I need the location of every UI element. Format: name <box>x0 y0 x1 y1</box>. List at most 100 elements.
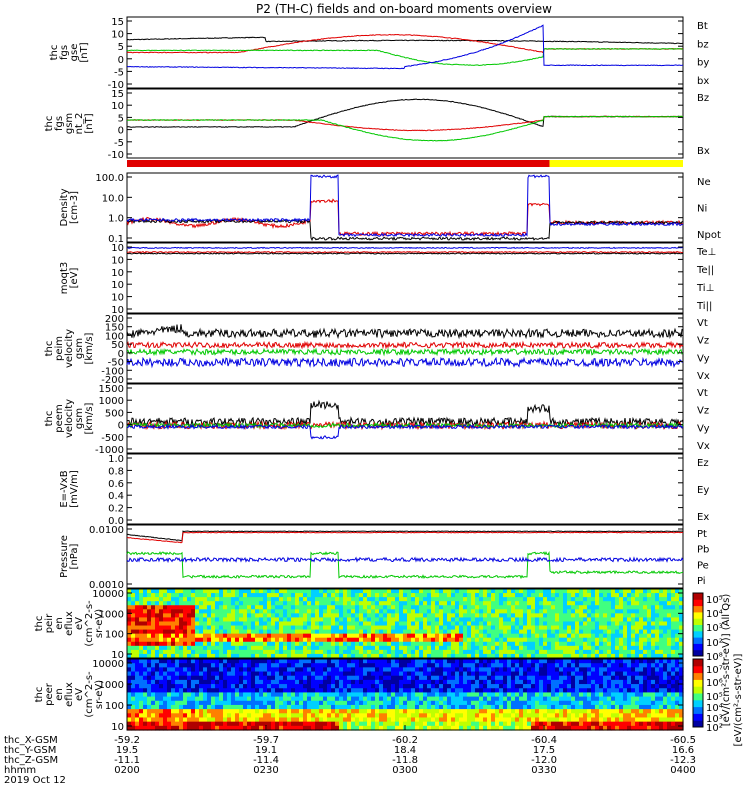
y-tick-label: 0.0 <box>108 516 124 527</box>
mode-bar-red <box>127 160 550 167</box>
y-tick-label: 15 <box>111 89 124 100</box>
legend-entry: Bz <box>697 93 709 104</box>
series-Pi <box>126 556 684 564</box>
y-tick-label: 5 <box>118 42 124 53</box>
legend-entry: Vt <box>697 388 708 399</box>
x-tick-label: 18.4 <box>394 745 416 756</box>
legend-entry: Ni <box>697 204 707 215</box>
colorbar-cell <box>693 618 703 625</box>
colorbar-cell <box>693 637 703 644</box>
x-axis-row-label: thc_Z-GSM <box>4 755 58 766</box>
y-tick-label: 200 <box>105 314 124 325</box>
y-axis-label: en <box>54 617 65 630</box>
series-Pb <box>126 531 684 544</box>
y-axis-label: gse <box>69 44 80 62</box>
x-tick-label: 0300 <box>392 765 417 776</box>
y-tick-label: 1500 <box>99 384 124 395</box>
colorbar-tick-label: 10⁴ <box>706 703 723 714</box>
legend-entry: Ey <box>697 485 709 496</box>
colorbar-cell <box>693 699 703 708</box>
x-tick-label: -59.2 <box>114 735 140 746</box>
y-tick-label: 0.6 <box>108 479 124 490</box>
x-tick-label: 19.5 <box>116 745 138 756</box>
y-tick-label: 10 <box>111 243 124 254</box>
y-axis-label: peim <box>54 336 65 361</box>
colorbar-cell <box>693 679 703 687</box>
panel-fgs-gsm <box>126 88 684 159</box>
legend-entry: Vz <box>697 336 709 347</box>
legend-entry: Vz <box>697 406 709 417</box>
y-tick-label: -5 <box>114 67 124 78</box>
y-tick-label: 0.0010 <box>89 580 124 591</box>
y-axis-label: fgs <box>54 116 65 131</box>
y-tick-label: 10 <box>111 722 124 733</box>
legend-entry: Npot <box>697 230 721 241</box>
y-axis-label: [cm-3] <box>69 191 80 224</box>
series-Npot <box>126 174 684 238</box>
x-tick-label: -12.3 <box>670 755 696 766</box>
x-tick-label: 17.5 <box>533 745 555 756</box>
legend-entry: Pt <box>697 529 707 540</box>
y-tick-label: 100 <box>105 331 124 342</box>
series-Bz <box>126 115 684 132</box>
x-tick-label: -11.8 <box>392 755 418 766</box>
spectrogram-electron <box>127 659 684 731</box>
y-tick-label: 10000 <box>92 589 124 600</box>
y-axis-label: eV <box>74 688 85 701</box>
y-tick-label: 1000 <box>99 396 124 407</box>
y-axis-label: thc <box>34 616 45 632</box>
colorbar-frame <box>692 658 704 728</box>
y-tick-label: 500 <box>105 408 124 419</box>
y-tick-label: 0 <box>118 126 124 137</box>
series-Bx <box>126 98 684 128</box>
series-Bt <box>126 36 684 45</box>
y-tick-label: -10 <box>108 150 124 161</box>
y-axis-label: velocity <box>64 329 75 368</box>
colorbar-label-2: [eV/(cm²-s-str-eV)] <box>733 653 744 746</box>
series-by <box>126 48 684 67</box>
legend-entry: bz <box>697 39 709 50</box>
legend-entry: by <box>697 58 709 69</box>
y-axis-label: eflux <box>64 611 75 636</box>
y-tick-label: 1000 <box>99 609 124 620</box>
colorbar-tick-label: 10³ <box>706 623 723 634</box>
panel-efield <box>126 453 684 525</box>
y-tick-label: 5 <box>118 113 124 124</box>
colorbar-cell <box>693 643 703 651</box>
legend-entry: Te|| <box>696 265 714 276</box>
y-axis-label: thc <box>44 341 55 357</box>
x-axis-row-label: thc_Y-GSM <box>4 745 56 756</box>
y-axis-label: (cm^2-s- <box>84 671 95 718</box>
panel-electron-velocity <box>126 383 684 454</box>
legend-entry: Vy <box>697 423 710 434</box>
chart-title: P2 (TH-C) fields and on-board moments ov… <box>256 2 552 16</box>
series-Ne <box>126 198 684 237</box>
legend-entry: Pe <box>697 560 709 571</box>
y-axis-label: Density <box>59 188 70 226</box>
colorbar-cell <box>693 706 703 714</box>
colorbar-cell <box>693 624 703 632</box>
colorbar-cell <box>693 611 703 619</box>
colorbar-cell <box>693 630 703 638</box>
y-tick-label: 0.8 <box>108 466 124 477</box>
y-axis-label: thc <box>44 411 55 427</box>
y-tick-label: 10 <box>111 255 124 266</box>
y-axis-label: moqt3 <box>59 262 70 295</box>
date-label: 2019 Oct 12 <box>4 775 66 786</box>
colorbar-cell <box>693 665 703 674</box>
y-tick-label: -5 <box>114 138 124 149</box>
y-axis-label: thc <box>49 45 60 61</box>
x-tick-label: 0330 <box>531 765 556 776</box>
y-axis-label: Pressure <box>59 535 70 578</box>
y-tick-label: 100 <box>105 701 124 712</box>
y-axis-label: E=-VxB <box>59 470 70 507</box>
colorbar-tick-label: 10⁶ <box>706 678 723 689</box>
y-axis-label: sr-eV) <box>94 609 105 638</box>
y-axis-label: [nT] <box>84 113 95 133</box>
colorbar-tick-label: 10⁴ <box>706 609 723 620</box>
colorbar-label: [eV/(cm²-s-str-eV)] (All Qs) <box>721 594 732 727</box>
colorbar-cell <box>693 693 703 701</box>
y-axis-label: fgs <box>59 45 70 60</box>
y-tick-label: 15 <box>111 17 124 28</box>
legend-entry: Te⊥ <box>696 247 716 258</box>
